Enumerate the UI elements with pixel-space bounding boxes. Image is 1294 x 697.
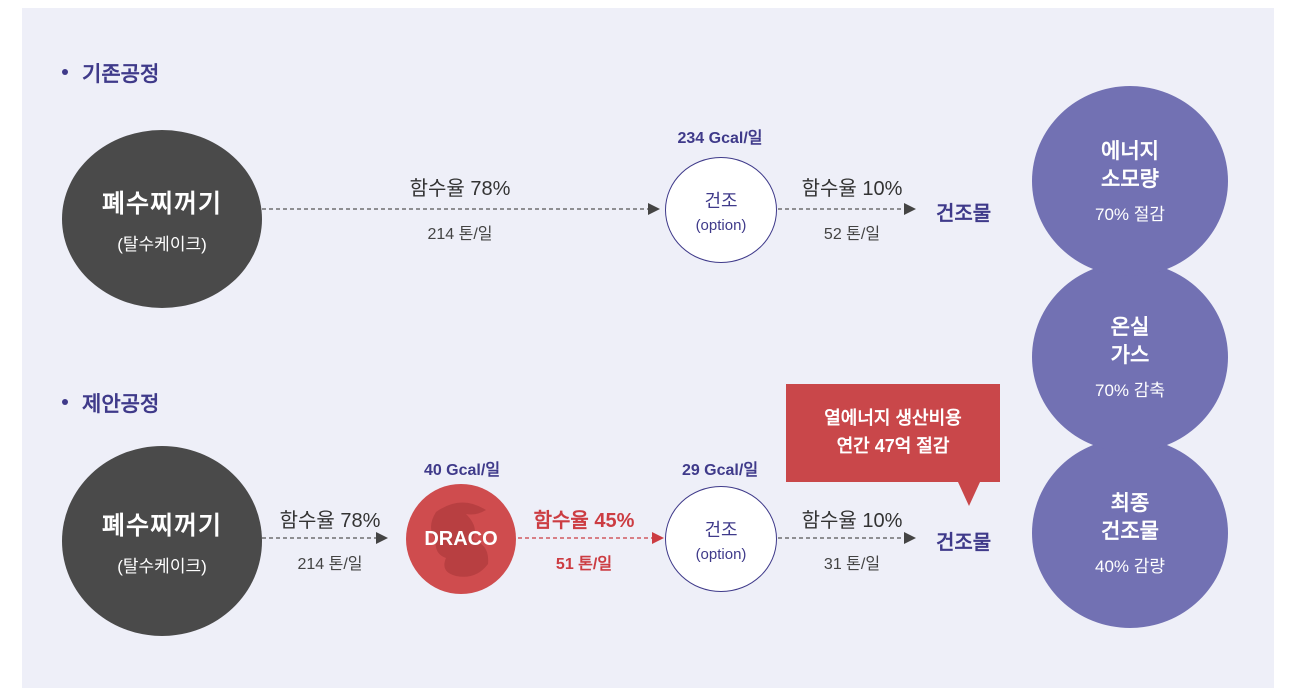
proposed-sludge-sublabel: (탈수케이크) — [117, 556, 207, 576]
proposed-process-title: 제안공정 — [62, 388, 159, 418]
benefit-circle-energy: 에너지 소모량 70% 절감 — [1032, 86, 1228, 276]
draco-circle: DRACO — [406, 484, 516, 594]
proposed-moisture-in: 함수율 78% — [279, 510, 381, 532]
existing-process-title: 기존공정 — [62, 58, 159, 88]
benefit-label-line2: 가스 — [1110, 343, 1150, 367]
existing-rate-in: 214 톤/일 — [427, 226, 493, 243]
callout-line-1: 열에너지 생산비용 — [824, 408, 962, 428]
existing-sludge-circle: 폐수찌꺼기 (탈수케이크) — [62, 130, 262, 308]
existing-dryer-sublabel: (option) — [695, 216, 747, 234]
proposed-dryer-energy: 29 Gcal/일 — [681, 462, 759, 479]
dragon-emblem-icon — [431, 502, 489, 577]
benefit-label-line1: 최종 — [1110, 491, 1150, 515]
benefit-value: 70% 감축 — [1094, 380, 1166, 400]
proposed-rate-in: 214 톤/일 — [297, 556, 363, 573]
benefit-value: 40% 감량 — [1094, 556, 1166, 576]
benefit-circle-final-product: 최종 건조물 40% 감량 — [1032, 438, 1228, 628]
existing-sludge-label: 폐수찌꺼기 — [101, 189, 222, 218]
benefit-value: 70% 절감 — [1094, 204, 1166, 224]
proposed-sludge-label: 폐수찌꺼기 — [101, 511, 222, 540]
existing-product-label: 건조물 — [936, 203, 992, 225]
existing-moisture-out: 함수율 10% — [801, 178, 903, 200]
proposed-product-label: 건조물 — [936, 532, 992, 554]
benefit-label-line2: 소모량 — [1101, 167, 1159, 191]
proposed-rate-out: 31 톤/일 — [823, 556, 881, 573]
benefit-label-line2: 건조물 — [1101, 519, 1159, 543]
callout-line-2: 연간 47억 절감 — [836, 436, 950, 456]
benefit-label-line1: 온실 — [1110, 315, 1150, 339]
proposed-moisture-mid: 함수율 45% — [533, 510, 635, 532]
proposed-dryer-sublabel: (option) — [695, 545, 747, 563]
draco-label: DRACO — [424, 527, 498, 550]
proposed-dryer-circle: 건조 (option) — [665, 486, 777, 592]
existing-rate-out: 52 톤/일 — [823, 226, 881, 243]
existing-dryer-energy: 234 Gcal/일 — [677, 130, 763, 147]
cost-savings-callout: 열에너지 생산비용 연간 47억 절감 — [786, 384, 1000, 506]
existing-dryer-label: 건조 — [704, 190, 738, 211]
benefit-circle-greenhouse-gas: 온실 가스 70% 감축 — [1032, 262, 1228, 452]
existing-dryer-circle: 건조 (option) — [665, 157, 777, 263]
proposed-sludge-circle: 폐수찌꺼기 (탈수케이크) — [62, 446, 262, 636]
proposed-moisture-out: 함수율 10% — [801, 510, 903, 532]
proposed-dryer-label: 건조 — [704, 519, 738, 540]
draco-energy: 40 Gcal/일 — [423, 462, 501, 479]
existing-moisture-in: 함수율 78% — [409, 178, 511, 200]
proposed-rate-mid: 51 톤/일 — [555, 556, 613, 573]
existing-sludge-sublabel: (탈수케이크) — [117, 234, 207, 254]
benefit-label-line1: 에너지 — [1101, 139, 1159, 163]
